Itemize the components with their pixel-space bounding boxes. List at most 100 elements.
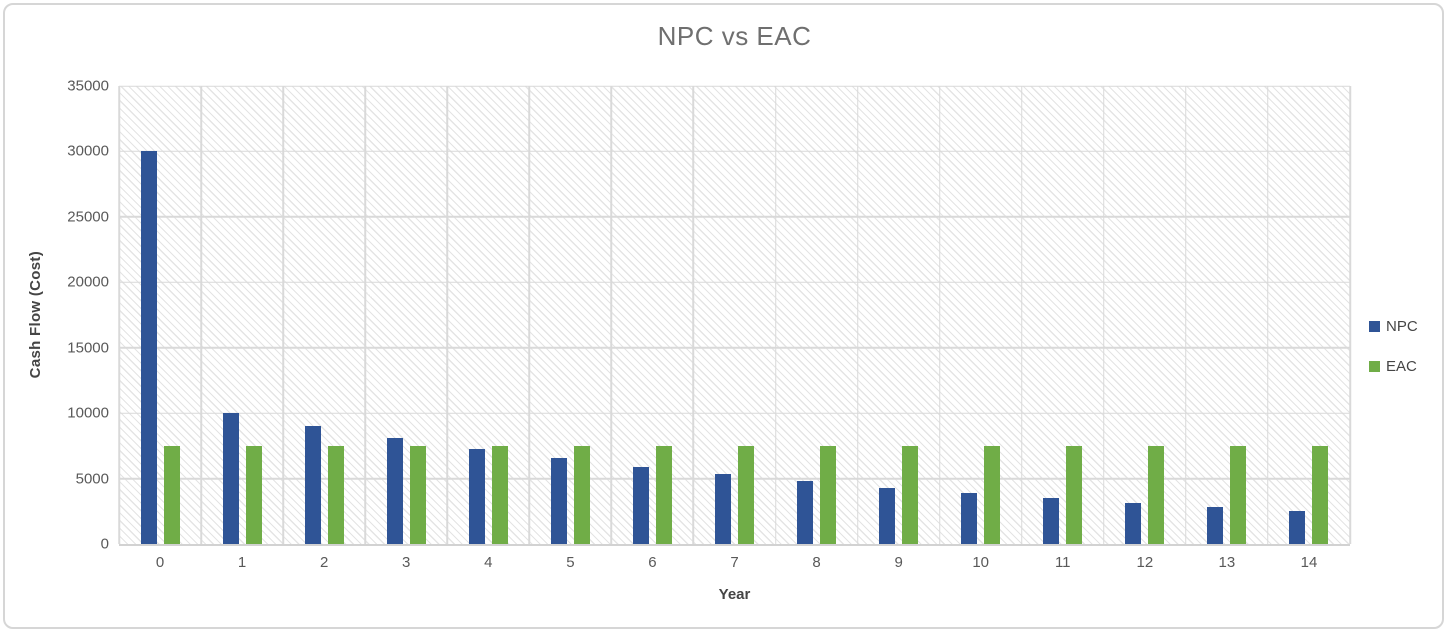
eac-bar [573, 445, 590, 544]
category-group [1022, 86, 1104, 544]
x-tick-label: 3 [402, 554, 411, 571]
legend-swatch-eac [1369, 361, 1380, 372]
category-group [1268, 86, 1350, 544]
npc-bar [1289, 510, 1306, 544]
legend: NPC EAC [1369, 318, 1418, 375]
gridline-vertical [938, 86, 941, 544]
gridline-vertical [446, 86, 449, 544]
eac-bar [820, 445, 837, 544]
gridline-vertical [1185, 86, 1187, 544]
x-tick-label: 12 [1136, 554, 1154, 571]
eac-bar [409, 445, 426, 544]
category-group [1104, 86, 1186, 544]
npc-bar [961, 493, 978, 544]
npc-bar [1125, 502, 1142, 544]
legend-label: NPC [1386, 318, 1418, 335]
eac-bar [245, 445, 262, 544]
legend-entry-npc: NPC [1369, 318, 1418, 335]
category-group [119, 86, 201, 544]
y-tick-label: 15000 [67, 339, 109, 357]
category-group [529, 86, 611, 544]
npc-bar [550, 458, 567, 544]
gridline-horizontal [119, 281, 1350, 284]
x-tick-label: 13 [1218, 554, 1236, 571]
npc-bar [1207, 507, 1224, 544]
x-tick-label: 1 [237, 554, 247, 571]
legend-label: EAC [1386, 358, 1417, 375]
eac-bar [163, 445, 180, 544]
gridline-horizontal [119, 150, 1350, 153]
y-tick-label: 10000 [67, 404, 109, 422]
x-tick-label: 7 [730, 554, 739, 571]
x-tick-label: 10 [972, 554, 990, 571]
gridline-vertical [364, 86, 366, 544]
gridline-vertical [1020, 86, 1023, 544]
eac-bar [491, 445, 508, 544]
category-group [858, 86, 940, 544]
y-tick-label: 30000 [67, 142, 109, 160]
gridline-vertical [1349, 86, 1351, 544]
category-group [1186, 86, 1268, 544]
eac-bar [655, 445, 672, 544]
gridline-vertical [528, 86, 531, 544]
gridline-vertical [200, 86, 202, 544]
npc-bar [632, 466, 649, 544]
gridline-vertical [1267, 86, 1269, 544]
eac-bar [1312, 445, 1329, 544]
gridline-vertical [118, 86, 120, 544]
chart-card: NPC vs EAC Cash Flow (Cost) 0 5000 10000 15… [3, 3, 1444, 629]
gridline-vertical [610, 86, 613, 544]
eac-bar [902, 445, 919, 544]
eac-bar [984, 445, 1001, 544]
y-axis-ticks: 0 5000 10000 15000 20000 25000 30000 35000 [5, 78, 109, 553]
x-tick-label: 8 [812, 554, 821, 571]
category-group [940, 86, 1022, 544]
gridline-horizontal [119, 346, 1350, 349]
npc-bar [468, 448, 485, 544]
npc-bar [140, 151, 157, 544]
y-tick-label: 20000 [67, 273, 109, 291]
category-group [611, 86, 693, 544]
plot-area [118, 85, 1351, 544]
x-tick-label: 2 [319, 554, 329, 571]
y-tick-label: 0 [100, 535, 109, 553]
legend-entry-eac: EAC [1369, 358, 1418, 375]
npc-bar [304, 426, 321, 544]
category-group [283, 86, 365, 544]
x-tick-label: 9 [894, 554, 903, 571]
eac-bar [1230, 445, 1247, 544]
category-group [447, 86, 529, 544]
x-tick-label: 14 [1300, 554, 1318, 571]
x-tick-label: 4 [484, 554, 493, 571]
y-tick-label: 5000 [75, 470, 109, 488]
eac-bar [1066, 445, 1083, 544]
eac-bar [737, 445, 754, 544]
gridline-horizontal [119, 85, 1350, 87]
y-tick-label: 35000 [67, 77, 109, 95]
gridline-horizontal [119, 216, 1350, 218]
y-tick-label: 25000 [67, 208, 109, 226]
category-group [201, 86, 283, 544]
gridline-vertical [856, 86, 859, 544]
x-axis-title: Year [718, 586, 751, 603]
npc-bar [797, 481, 814, 544]
x-tick-label: 5 [566, 554, 575, 571]
x-axis-ticks: 0 1 2 3 4 5 6 7 8 9 10 11 12 13 14 [119, 554, 1350, 576]
gridline-horizontal [119, 477, 1350, 480]
x-tick-label: 11 [1054, 554, 1071, 571]
gridline-vertical [282, 86, 284, 544]
x-axis-line [119, 544, 1350, 546]
category-group [365, 86, 447, 544]
gridline-vertical [774, 86, 777, 544]
eac-bar [1148, 445, 1165, 544]
npc-bar [1043, 498, 1060, 544]
legend-swatch-npc [1369, 321, 1380, 332]
category-group [776, 86, 858, 544]
npc-bar [714, 474, 731, 544]
gridline-vertical [1103, 86, 1105, 544]
chart-title: NPC vs EAC [657, 21, 812, 51]
x-tick-label: 0 [155, 554, 165, 571]
eac-bar [327, 445, 344, 544]
category-group [693, 86, 775, 544]
npc-bar [222, 413, 239, 544]
